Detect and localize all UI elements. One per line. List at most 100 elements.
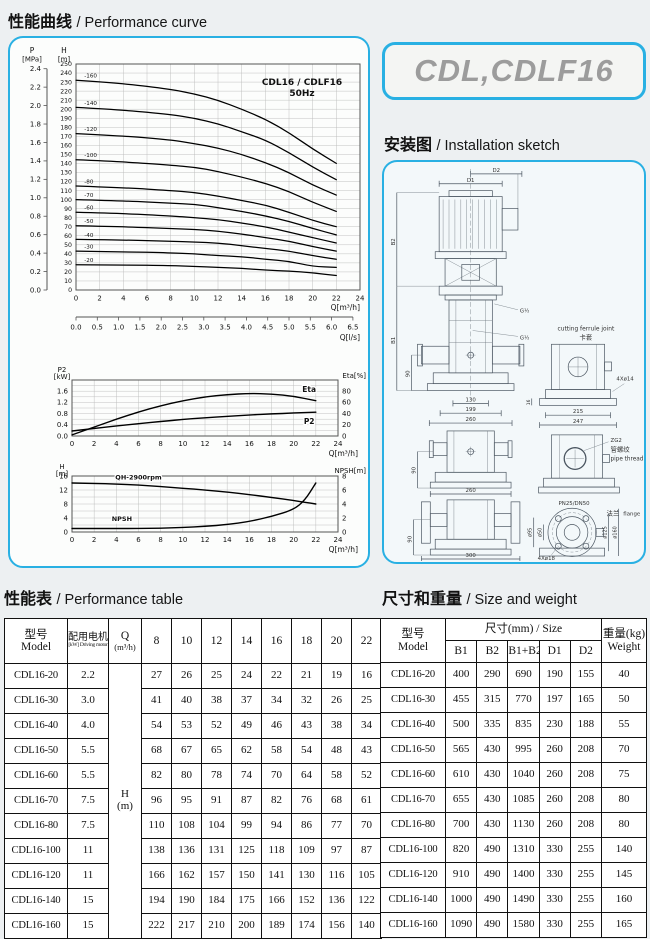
cell-head: 43 [291,713,322,739]
svg-text:16: 16 [245,536,254,544]
cell-dim: 430 [476,812,509,838]
svg-text:5.0: 5.0 [283,324,294,332]
cell-dim: 260 [538,812,571,838]
size-weight-heading: 尺寸和重量 / Size and weight [382,585,577,609]
cell-head: 54 [291,738,322,764]
cell-head: 52 [351,763,382,789]
cell-head: 116 [321,863,352,889]
svg-text:2: 2 [92,440,96,448]
svg-text:H: H [61,46,67,55]
cell-motor: 7.5 [67,813,109,839]
cell-head: 162 [171,863,202,889]
svg-text:14: 14 [223,440,232,448]
svg-text:6: 6 [145,295,150,303]
dia-160: ø160 [612,526,618,538]
svg-text:140: 140 [60,161,72,168]
dim-90-c: 90 [408,535,414,542]
cell-head: 108 [171,813,202,839]
cell-dim: 80 [601,787,647,813]
dim-199: 199 [466,407,477,413]
svg-text:Q[l/s]: Q[l/s] [340,333,360,342]
cell-head: 136 [321,888,352,914]
svg-text:-30: -30 [84,245,94,251]
cell-head: 150 [231,863,262,889]
heading-zh: 性能表 [4,589,53,608]
svg-text:90: 90 [64,206,72,213]
cell-model: CDL16-40 [380,712,446,738]
cell-head: 68 [141,738,172,764]
pipe-thread-view: ZG2 管螺纹 pipe thread [538,434,644,494]
svg-text:60: 60 [342,399,351,407]
cell-model: CDL16-70 [380,787,446,813]
cell-dim: 910 [444,862,478,888]
cell-head: 217 [171,913,202,939]
svg-text:4: 4 [342,500,347,508]
perf-row: CDL16-30 3.0 41 40 38 37 34 32 26 25 [4,688,382,714]
cell-dim: 315 [476,687,509,713]
cell-head: 136 [171,838,202,864]
cell-head: 54 [141,713,172,739]
cell-head: 38 [321,713,352,739]
cell-head: 46 [261,713,292,739]
svg-text:6.0: 6.0 [326,324,337,332]
cell-dim: 75 [601,762,647,788]
svg-text:30: 30 [64,260,72,267]
pump-front-view: D2 D1 G½ G½ B2 [391,168,529,427]
svg-text:14: 14 [223,536,232,544]
cell-dim: 80 [601,812,647,838]
thread-label-en: pipe thread [611,456,644,462]
svg-text:1.0: 1.0 [30,194,41,202]
dim-d2: D2 [492,168,500,174]
perf-row: CDL16-60 5.5 82 80 78 74 70 64 58 52 [4,763,382,789]
dim-215: 215 [573,409,583,415]
svg-text:-20: -20 [84,258,94,264]
ferrule-view: cutting ferrule joint 卡套 4Xø14 16 215 24… [526,326,634,428]
cell-head: 68 [321,788,352,814]
svg-text:80: 80 [64,215,72,222]
col-dim: B1 [444,640,478,663]
cell-head: 76 [291,788,322,814]
col-flow: 8 [141,618,172,664]
cell-dim: 188 [569,712,603,738]
col-flow: 12 [201,618,232,664]
cell-head: 125 [231,838,262,864]
head-curves-chart: 0 10 20 30 40 50 60 70 80 90 100 110 120 130 140 150 160… [14,44,366,367]
svg-text:2: 2 [92,536,96,544]
cell-dim: 655 [444,787,478,813]
svg-text:24: 24 [334,440,343,448]
cell-dim: 330 [538,862,571,888]
svg-text:8: 8 [168,295,172,303]
cell-dim: 260 [538,787,571,813]
bolt-flange-label: 4Xø18 [538,556,556,562]
col-flow: 18 [291,618,322,664]
flange-std-label: PN25/DN50 [559,501,591,507]
size-row: CDL16-50 565 430 995 260 208 70 [380,737,647,763]
cell-dim: 820 [444,837,478,863]
thread-label-zh: 管螺纹 [611,445,631,454]
svg-text:16: 16 [261,295,270,303]
svg-text:4: 4 [114,440,119,448]
cell-dim: 330 [538,887,571,913]
cell-head: 91 [201,788,232,814]
cell-head: 41 [141,688,172,714]
svg-text:20: 20 [289,440,298,448]
cell-head: 110 [141,813,172,839]
cell-dim: 330 [538,837,571,863]
cell-dim: 197 [538,687,571,713]
cell-dim: 208 [569,787,603,813]
svg-text:20: 20 [289,536,298,544]
cell-motor: 2.2 [67,663,109,689]
col-flow: 22 [351,618,382,664]
svg-text:4: 4 [64,514,69,522]
svg-text:6: 6 [136,440,141,448]
svg-text:-120: -120 [84,127,97,133]
cell-dim: 255 [569,887,603,913]
col-flow: 14 [231,618,262,664]
cell-motor: 4.0 [67,713,109,739]
cell-h-unit: H (m) [108,663,142,939]
perf-row: CDL16-100 11 138 136 131 125 118 109 97 87 [4,838,382,864]
cell-head: 26 [171,663,202,689]
cell-model: CDL16-50 [380,737,446,763]
svg-text:8: 8 [64,500,68,508]
cell-model: CDL16-50 [4,738,68,764]
